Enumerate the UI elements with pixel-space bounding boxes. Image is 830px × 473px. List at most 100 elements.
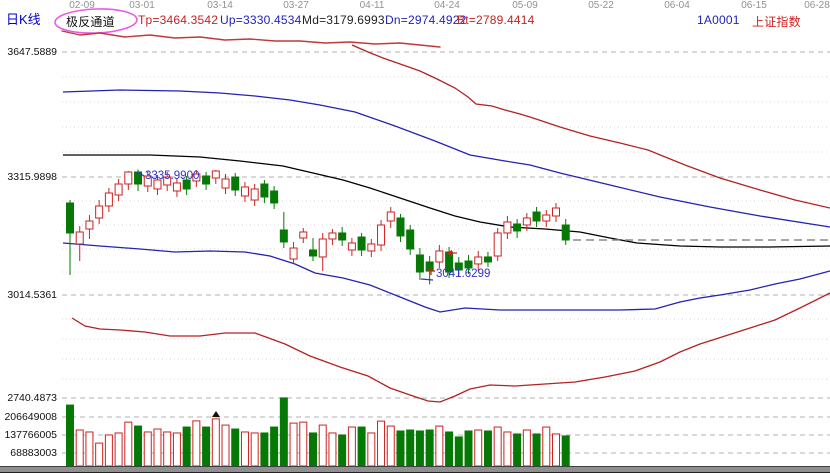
candle-down bbox=[231, 176, 240, 191]
candle-up bbox=[114, 183, 123, 196]
indicator-md: Md=3179.6993 bbox=[302, 13, 385, 27]
candle-down bbox=[561, 224, 570, 241]
candle-up bbox=[250, 188, 259, 201]
indicator-tp: Tp=3464.3542 bbox=[138, 13, 219, 27]
candle-up bbox=[386, 211, 395, 222]
peak-price-annotation: 3335.9900 bbox=[145, 170, 200, 182]
date-label: 03-01 bbox=[129, 0, 155, 11]
price-axis-label: 3014.5361 bbox=[7, 289, 57, 301]
volume-axis-label: 206649008 bbox=[4, 411, 57, 423]
candle-up bbox=[104, 192, 113, 207]
volume-bar-down bbox=[260, 432, 269, 467]
volume-bar-up bbox=[221, 424, 230, 467]
date-label: 06-04 bbox=[664, 0, 690, 11]
candle-down bbox=[66, 202, 74, 234]
volume-bar-up bbox=[552, 433, 560, 467]
indicator-bt: Bt=2789.4414 bbox=[457, 13, 535, 27]
volume-bar-up bbox=[493, 426, 502, 467]
volume-bar-up bbox=[95, 442, 104, 467]
date-label: 05-22 bbox=[588, 0, 614, 11]
candle-up bbox=[522, 217, 531, 226]
channel-line-bt bbox=[71, 292, 830, 403]
volume-bar-down bbox=[425, 429, 434, 467]
candle-down bbox=[270, 190, 279, 204]
candle-up bbox=[542, 214, 551, 222]
candle-down bbox=[202, 175, 211, 185]
volume-bar-up bbox=[192, 420, 201, 467]
candle-up bbox=[299, 231, 308, 239]
candle-down bbox=[513, 223, 522, 232]
left-arrow-marker bbox=[446, 250, 452, 256]
candle-down bbox=[182, 179, 191, 190]
candle-down bbox=[483, 256, 492, 263]
candle-up bbox=[124, 171, 133, 185]
candle-down bbox=[415, 254, 424, 273]
volume-bar-up bbox=[377, 420, 386, 467]
volume-bar-down bbox=[270, 426, 279, 467]
candle-up bbox=[474, 256, 483, 265]
bottom-scroll-strip[interactable] bbox=[0, 466, 830, 472]
volume-bar-up bbox=[318, 424, 327, 467]
candle-down bbox=[454, 262, 463, 271]
volume-bar-up bbox=[542, 426, 551, 467]
hand-drawn-annotations bbox=[54, 8, 441, 48]
volume-bar-down bbox=[464, 430, 473, 467]
volume-bar-up bbox=[211, 418, 220, 467]
volume-bar-up bbox=[124, 421, 133, 467]
candle-up bbox=[240, 186, 249, 197]
candle-up bbox=[163, 176, 172, 186]
date-label: 04-24 bbox=[434, 0, 460, 11]
gridlines bbox=[62, 51, 830, 454]
candle-down bbox=[260, 183, 269, 198]
candle-up bbox=[318, 238, 327, 258]
trough-pointer bbox=[420, 278, 434, 281]
volume-axis-label: 68883003 bbox=[10, 447, 57, 459]
date-label: 02-09 bbox=[69, 0, 95, 11]
volume-bar-down bbox=[357, 426, 366, 467]
volume-bar-up bbox=[104, 434, 113, 467]
volume-bar-up bbox=[289, 422, 298, 467]
volume-triangle-marker bbox=[212, 411, 220, 417]
volume-bar-down bbox=[231, 428, 240, 467]
volume-bar-down bbox=[513, 433, 522, 467]
volume-bar-down bbox=[309, 432, 317, 467]
date-label: 06-28 bbox=[804, 0, 830, 11]
candle-down bbox=[309, 249, 317, 257]
volume-bars bbox=[66, 397, 570, 467]
volume-bar-up bbox=[474, 429, 483, 467]
candles bbox=[66, 169, 570, 285]
volume-bar-up bbox=[435, 425, 444, 467]
candle-down bbox=[425, 261, 434, 272]
candle-down bbox=[396, 217, 405, 237]
candle-up bbox=[192, 173, 201, 182]
volume-bar-up bbox=[172, 432, 181, 467]
candle-up bbox=[211, 170, 220, 179]
volume-bar-up bbox=[163, 431, 172, 467]
volume-axis-label: 137766005 bbox=[4, 429, 57, 441]
candle-up bbox=[95, 205, 104, 219]
volume-bar-up bbox=[250, 432, 259, 467]
candle-up bbox=[552, 207, 560, 217]
date-label: 06-15 bbox=[741, 0, 767, 11]
candle-up bbox=[75, 231, 84, 245]
candle-down bbox=[532, 211, 541, 222]
volume-bar-down bbox=[561, 435, 570, 467]
candle-down bbox=[406, 229, 415, 250]
symbol-code: 1A0001 bbox=[697, 13, 740, 27]
date-label: 03-14 bbox=[207, 0, 233, 11]
candle-up bbox=[503, 221, 512, 234]
candle-up bbox=[153, 179, 162, 190]
channel-tool-label: 极反通道 bbox=[66, 15, 115, 29]
markers bbox=[137, 171, 457, 417]
indicator-up: Up=3330.4534 bbox=[220, 13, 302, 27]
date-label: 03-27 bbox=[283, 0, 309, 11]
candle-up bbox=[367, 243, 376, 252]
volume-bar-up bbox=[153, 428, 162, 467]
volume-bar-down bbox=[415, 430, 424, 467]
channel-line-dn bbox=[62, 242, 830, 313]
volume-bar-up bbox=[85, 431, 94, 467]
indicator-dn: Dn=2974.4922 bbox=[385, 13, 467, 27]
peak-pointer bbox=[137, 171, 145, 177]
